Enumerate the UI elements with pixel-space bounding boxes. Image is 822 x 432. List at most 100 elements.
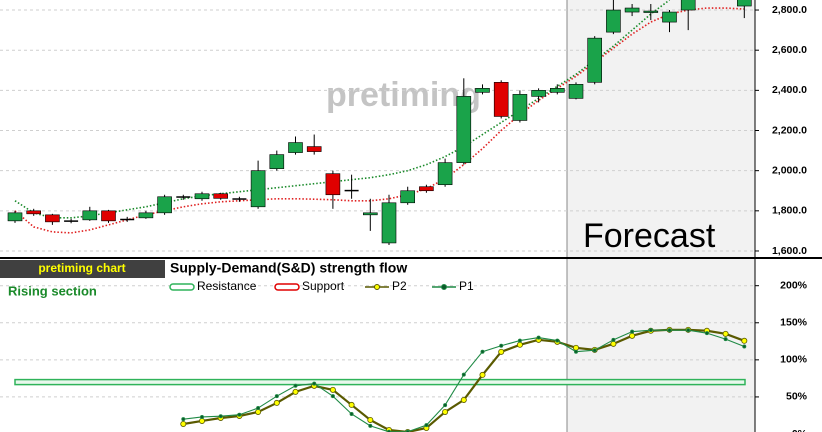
point: [573, 344, 580, 351]
point: [180, 420, 187, 427]
legend-swatch: [169, 283, 195, 291]
point: [443, 403, 448, 408]
point: [498, 348, 505, 355]
candle-body: [176, 196, 191, 198]
point: [199, 414, 204, 419]
point: [424, 423, 429, 428]
candle-body: [250, 170, 266, 208]
point: [686, 328, 691, 333]
point: [460, 396, 467, 403]
y-tick-label: 0%: [792, 428, 808, 432]
point: [704, 331, 709, 336]
y-tick-label: 2,200.0: [772, 124, 807, 136]
candle-body: [381, 202, 397, 244]
point: [499, 343, 504, 348]
point: [742, 344, 747, 349]
legend-marker: [374, 284, 380, 290]
candle-body: [344, 189, 359, 192]
point: [368, 423, 373, 428]
candle-body: [456, 96, 472, 163]
legend-label: Resistance: [197, 279, 257, 293]
point: [741, 337, 748, 344]
point: [292, 388, 299, 395]
candle-body: [475, 88, 490, 93]
y-tick-label: 1,600.0: [772, 245, 807, 257]
candle-body: [624, 7, 640, 13]
candle-body: [288, 142, 303, 153]
point: [610, 340, 617, 347]
candle-body: [587, 37, 603, 83]
point: [722, 330, 729, 337]
point: [555, 338, 560, 343]
y-tick-label: 2,800.0: [772, 4, 807, 16]
y-tick-label: 2,600.0: [772, 44, 807, 56]
point: [592, 348, 597, 353]
candle-body: [194, 193, 210, 200]
y-tick-label: 50%: [786, 391, 808, 403]
candle-body: [306, 146, 322, 152]
y-tick-label: 2,400.0: [772, 84, 807, 96]
point: [348, 401, 355, 408]
y-tick-label: 2,000.0: [772, 164, 807, 176]
legend-label: P1: [459, 279, 474, 293]
candle-body: [549, 88, 565, 93]
point: [367, 416, 374, 423]
candle-body: [400, 190, 416, 204]
candle-body: [531, 90, 546, 97]
point: [629, 332, 636, 339]
candle-body: [7, 212, 23, 222]
candle-body: [680, 0, 696, 11]
legend-label: Support: [302, 279, 345, 293]
y-tick-label: 1,800.0: [772, 205, 807, 217]
point: [329, 386, 336, 393]
candle-body: [232, 198, 247, 200]
point: [293, 383, 298, 388]
point: [667, 328, 672, 333]
candle-body: [138, 212, 154, 219]
candle-body: [512, 94, 528, 121]
legend-label: P2: [392, 279, 407, 293]
candle-body: [157, 196, 172, 214]
point: [648, 328, 653, 333]
point: [611, 337, 616, 342]
point: [181, 417, 186, 422]
point: [218, 414, 223, 419]
point: [516, 341, 523, 348]
point: [349, 411, 354, 416]
point: [723, 337, 728, 342]
y-tick-label: 100%: [780, 354, 808, 366]
annotation: Forecast: [583, 217, 716, 255]
point: [517, 338, 522, 343]
candle-body: [419, 186, 434, 192]
point: [479, 371, 486, 378]
point: [237, 412, 242, 417]
candle-body: [101, 210, 116, 222]
candle-body: [120, 218, 135, 221]
point: [312, 381, 317, 386]
legend-marker: [441, 284, 447, 290]
watermark: pretiming: [326, 76, 481, 114]
legend-swatch: [274, 283, 300, 291]
candle-body: [26, 210, 42, 215]
candle-body: [64, 220, 79, 222]
candle-body: [606, 9, 621, 33]
point: [574, 349, 579, 354]
candle-body: [568, 84, 584, 99]
y-tick-label: 150%: [780, 317, 808, 329]
candle-body: [82, 210, 98, 221]
candle-body: [213, 193, 228, 199]
point: [480, 349, 485, 354]
resistance-line: [14, 378, 746, 386]
point: [536, 335, 541, 340]
candle-body: [493, 82, 509, 117]
candle-body: [45, 214, 60, 223]
y-tick-label: 200%: [780, 279, 808, 291]
point: [330, 394, 335, 399]
point: [198, 417, 205, 424]
badge-box: [0, 260, 165, 278]
annotation: Rising section: [8, 283, 97, 298]
point: [630, 329, 635, 334]
candle-body: [736, 0, 752, 7]
point: [274, 394, 279, 399]
